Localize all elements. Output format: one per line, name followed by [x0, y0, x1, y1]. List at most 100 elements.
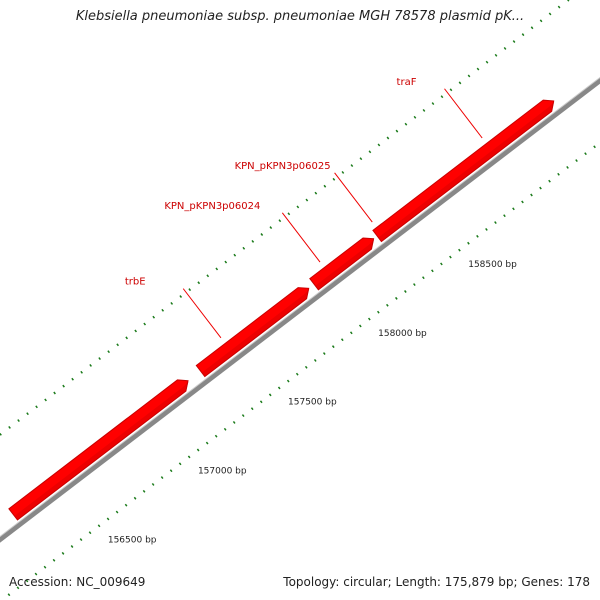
- tick-mark: [242, 246, 246, 250]
- backbone-highlight: [0, 76, 600, 538]
- tick-mark: [34, 572, 38, 576]
- tick-mark: [539, 186, 542, 190]
- tick-mark: [115, 510, 119, 514]
- tick-mark: [125, 336, 129, 340]
- tick-mark: [142, 489, 146, 493]
- tick-mark: [214, 434, 218, 438]
- tick-mark: [314, 191, 318, 195]
- tick-mark: [476, 234, 479, 238]
- gene-arrow: [309, 237, 375, 291]
- bp-label: 157500 bp: [288, 398, 337, 408]
- tick-mark: [440, 262, 443, 266]
- tick-mark: [251, 239, 255, 243]
- tick-mark: [503, 214, 506, 218]
- bp-label: 156500 bp: [108, 536, 157, 546]
- gene-arrow-shade: [378, 101, 555, 242]
- tick-mark: [133, 496, 137, 500]
- tick-mark: [70, 545, 74, 548]
- tick-mark: [233, 253, 237, 257]
- tick-mark: [557, 5, 561, 9]
- tick-mark: [494, 53, 498, 57]
- tick-mark: [593, 145, 596, 149]
- tick-mark: [80, 370, 83, 374]
- tick-mark: [431, 102, 435, 105]
- tick-mark: [332, 177, 336, 181]
- bp-label: 158000 bp: [378, 329, 427, 339]
- tick-mark: [368, 150, 372, 154]
- backbone-line: [0, 77, 600, 543]
- tick-mark: [7, 593, 11, 597]
- tick-mark: [512, 40, 516, 43]
- gene-label: KPN_pKPN3p06024: [164, 201, 260, 212]
- tick-mark: [223, 427, 227, 431]
- tick-mark: [71, 377, 74, 381]
- tick-mark: [151, 483, 155, 486]
- tick-mark: [530, 26, 534, 30]
- tick-mark: [17, 419, 20, 423]
- tick-mark: [241, 414, 245, 417]
- tick-mark: [296, 205, 300, 209]
- tick-mark: [305, 198, 309, 202]
- tick-mark: [259, 400, 263, 404]
- tick-mark: [232, 420, 236, 424]
- tick-mark: [106, 517, 110, 521]
- tick-mark: [548, 179, 551, 183]
- bp-label: 157000 bp: [198, 467, 247, 477]
- backbone-track: [0, 76, 600, 543]
- tick-mark: [188, 288, 192, 292]
- tick-mark: [386, 136, 390, 140]
- tick-mark: [304, 365, 308, 369]
- tick-mark: [458, 248, 461, 252]
- tick-mark: [349, 331, 353, 335]
- tick-mark: [422, 108, 426, 112]
- tick-mark: [98, 357, 101, 360]
- tick-mark: [170, 301, 174, 305]
- tick-mark: [53, 391, 56, 395]
- tick-mark: [575, 159, 578, 162]
- tick-mark: [134, 329, 138, 333]
- tick-mark: [206, 274, 210, 278]
- gene-label: traF: [397, 77, 417, 88]
- tick-mark: [557, 172, 560, 176]
- tick-mark: [143, 322, 147, 326]
- tick-mark: [548, 12, 552, 16]
- gene-track: [8, 99, 555, 521]
- tick-mark: [584, 152, 587, 156]
- tick-mark: [331, 345, 335, 349]
- topology-summary: Topology: circular; Length: 175,879 bp; …: [283, 575, 590, 589]
- gene-label: KPN_pKPN3p06025: [235, 161, 331, 172]
- tick-mark: [8, 426, 11, 429]
- gene-label: trbE: [125, 277, 146, 288]
- tick-mark: [89, 363, 92, 367]
- label-leader-line: [444, 88, 483, 139]
- accession-label: Accession: NC_009649: [9, 575, 146, 589]
- tick-mark: [431, 269, 434, 273]
- tick-mark: [521, 33, 525, 37]
- tick-mark: [530, 193, 533, 197]
- tick-mark: [97, 524, 101, 528]
- tick-mark: [215, 267, 219, 271]
- tick-mark: [124, 503, 128, 507]
- tick-mark: [341, 171, 345, 174]
- tick-mark: [286, 379, 290, 383]
- tick-mark: [567, 0, 570, 2]
- tick-mark: [458, 81, 462, 85]
- tick-mark: [268, 393, 272, 397]
- tick-mark: [413, 115, 417, 119]
- gene-arrow: [372, 99, 555, 243]
- tick-mark: [152, 315, 156, 319]
- tick-mark: [44, 398, 47, 402]
- tick-mark: [88, 531, 92, 535]
- tick-mark: [196, 448, 200, 452]
- tick-mark: [160, 476, 164, 480]
- tick-mark: [449, 88, 453, 92]
- bp-scale-labels: 156500 bp 157000 bp 157500 bp 158000 bp 1585…: [108, 260, 517, 546]
- tick-mark: [25, 579, 29, 583]
- tick-mark: [62, 384, 65, 388]
- gene-arrow: [195, 287, 310, 378]
- gene-arrow-shade: [315, 239, 375, 290]
- tick-mark: [566, 165, 569, 169]
- tick-mark: [26, 412, 29, 416]
